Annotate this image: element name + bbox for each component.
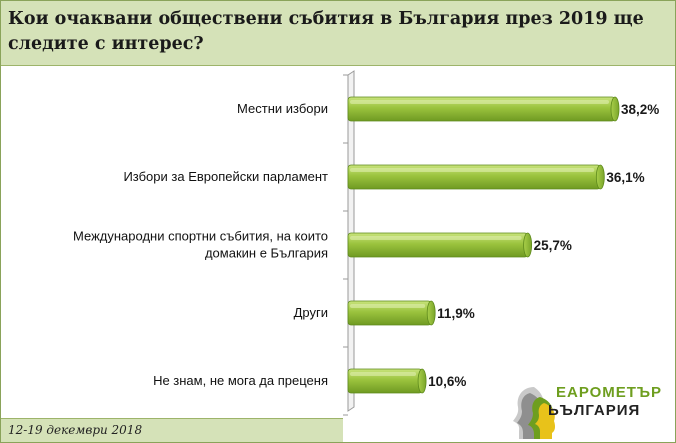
category-label: Местни избори [237,101,328,116]
bar-highlight [350,304,426,308]
bar-cap [417,368,427,394]
data-label: 11,9% [437,306,475,321]
bar-highlight [350,372,417,376]
bar-cap [610,96,620,122]
category-label: Не знам, не мога да преценя [153,373,328,388]
category-label: Други [294,305,328,320]
bar [347,368,427,394]
logo-heads-icon [513,387,556,439]
logo-text-bottom: ЬЪЛГАРИЯ [548,402,641,419]
data-label: 38,2% [621,102,659,117]
footer-band: 12-19 декември 2018 [1,418,343,442]
data-label: 36,1% [606,170,644,185]
bar [347,96,620,122]
bar-highlight [350,168,595,172]
bar-cap [523,232,533,258]
bar-highlight [350,236,522,240]
bar [347,164,605,190]
logo-text-top: ЕАРОМЕТЪР [556,384,663,401]
chart-title: Кои очаквани обществени събития в Българ… [8,9,644,54]
data-label: 25,7% [534,238,572,253]
bar-cap [595,164,605,190]
category-label: Международни спортни събития, на които [73,229,328,244]
barometer-logo: ЕАРОМЕТЪР ЬЪЛГАРИЯ [504,383,674,441]
bar-highlight [350,100,609,104]
bar-cap [426,300,436,326]
bar [347,232,533,258]
category-label: Избори за Европейски парламент [123,169,328,184]
title-band: Кои очаквани обществени събития в Българ… [1,1,675,66]
category-label: домакин е България [205,246,328,261]
bar [347,300,436,326]
survey-date: 12-19 декември 2018 [8,423,143,437]
data-label: 10,6% [428,374,466,389]
